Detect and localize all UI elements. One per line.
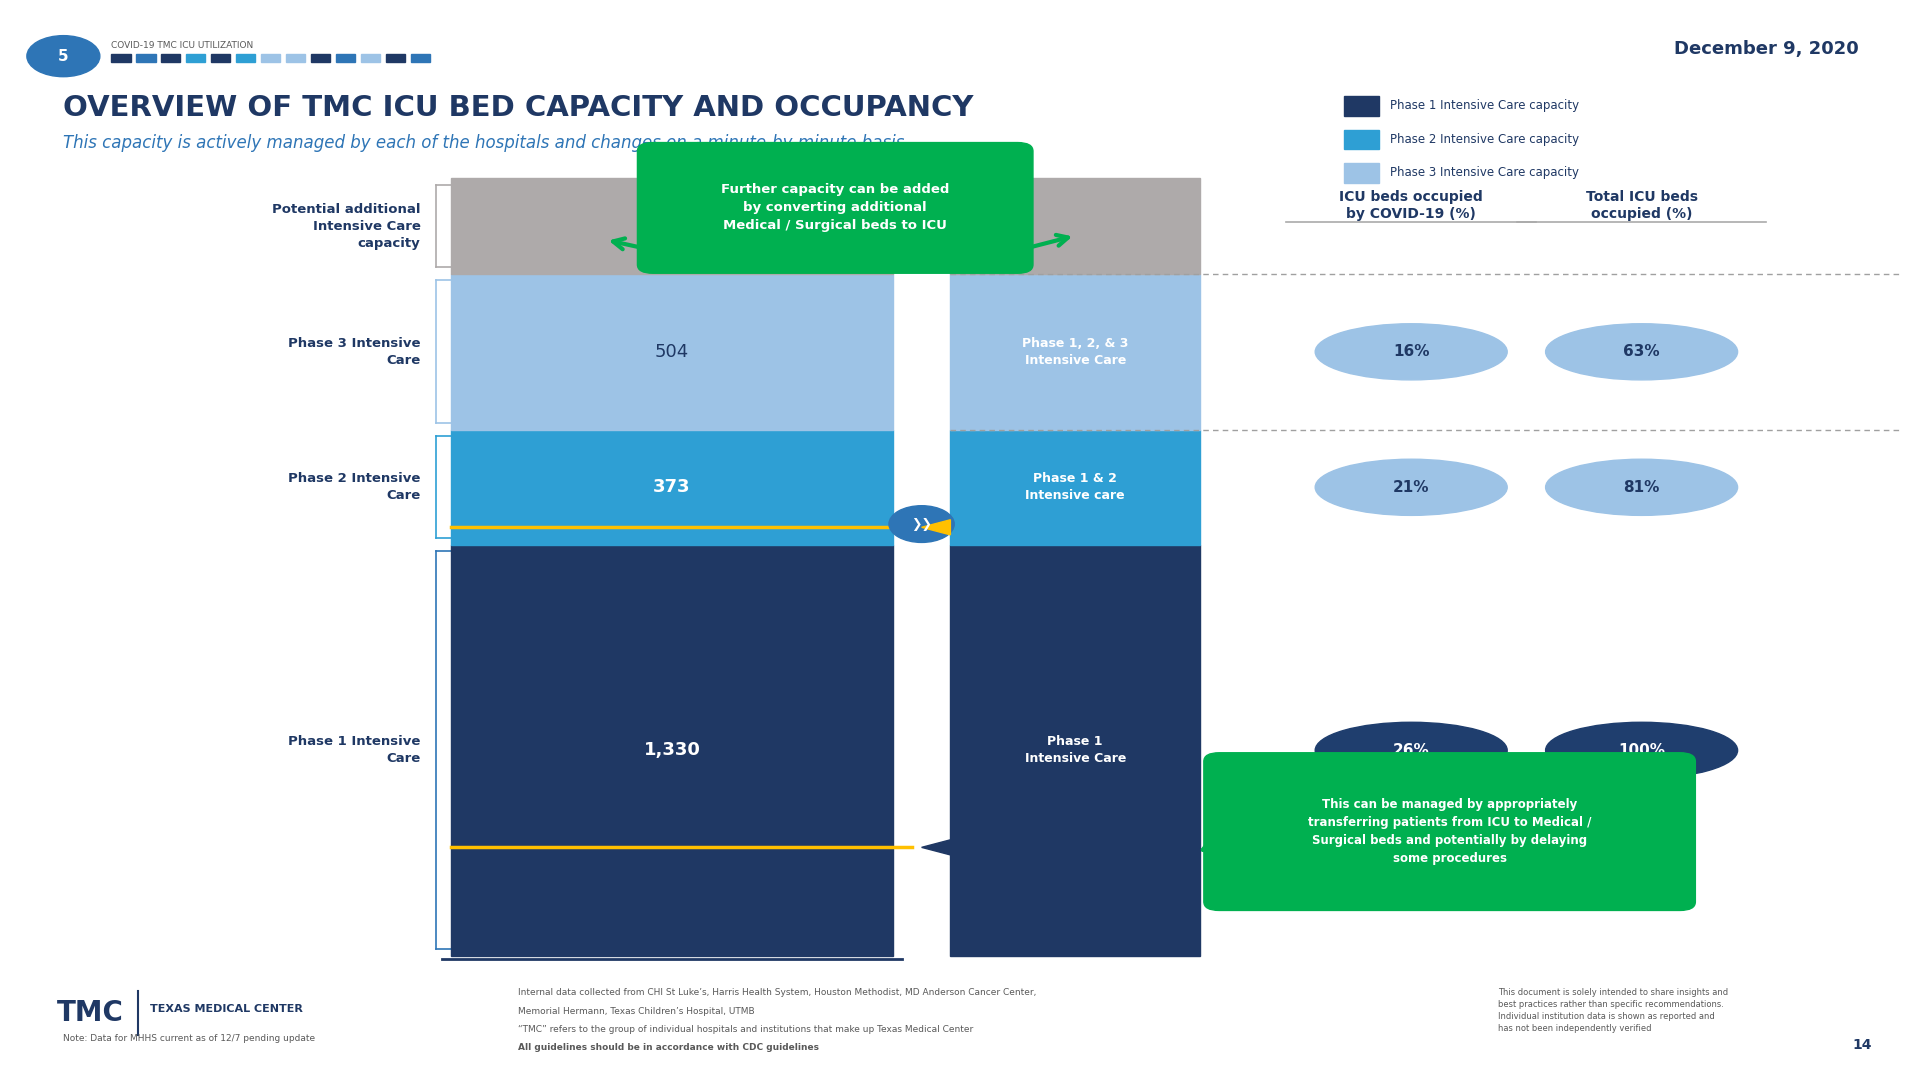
Circle shape [889, 505, 954, 542]
Bar [950, 274, 1200, 430]
Text: Note: Data for MHHS current as of 12/7 pending update: Note: Data for MHHS current as of 12/7 p… [63, 1035, 315, 1043]
Text: 14: 14 [1853, 1039, 1872, 1052]
Text: ❯❯: ❯❯ [912, 517, 931, 530]
Text: Phase 2 Intensive Care capacity: Phase 2 Intensive Care capacity [1390, 133, 1580, 146]
Bar [451, 274, 893, 430]
Text: 63%: 63% [1622, 345, 1661, 360]
Text: “TMC” refers to the group of individual hospitals and institutions that make up : “TMC” refers to the group of individual … [518, 1025, 973, 1034]
Text: 26%: 26% [1392, 743, 1430, 758]
Bar [1344, 163, 1379, 183]
Bar [236, 54, 255, 62]
Text: 351 – Current
COVID-19 ICU patients: 351 – Current COVID-19 ICU patients [966, 859, 1133, 888]
Bar [136, 54, 156, 62]
Bar [161, 54, 180, 62]
FancyBboxPatch shape [1204, 753, 1695, 910]
Text: Phase 2 Intensive
Care: Phase 2 Intensive Care [288, 472, 420, 502]
Text: Phase 3 Intensive
Care: Phase 3 Intensive Care [288, 337, 420, 367]
Text: ICU beds occupied
by COVID-19 (%): ICU beds occupied by COVID-19 (%) [1340, 190, 1482, 221]
Bar [286, 54, 305, 62]
Text: TEXAS MEDICAL CENTER: TEXAS MEDICAL CENTER [150, 1003, 303, 1014]
Text: Phase 3 Intensive Care capacity: Phase 3 Intensive Care capacity [1390, 166, 1578, 179]
Bar [451, 178, 893, 274]
Text: 21%: 21% [1392, 480, 1430, 495]
Text: TMC: TMC [58, 999, 123, 1027]
Bar [361, 54, 380, 62]
Bar [950, 178, 1200, 274]
Bar [1344, 130, 1379, 149]
FancyBboxPatch shape [637, 143, 1033, 273]
Bar [311, 54, 330, 62]
Text: Phase 1 & 2
Intensive care: Phase 1 & 2 Intensive care [1025, 472, 1125, 502]
Text: Internal data collected from CHI St Luke’s, Harris Health System, Houston Method: Internal data collected from CHI St Luke… [518, 988, 1037, 997]
Text: 5: 5 [58, 49, 69, 64]
Text: Phase 1 Intensive Care capacity: Phase 1 Intensive Care capacity [1390, 99, 1580, 112]
Bar [261, 54, 280, 62]
Bar [186, 54, 205, 62]
Ellipse shape [1315, 459, 1507, 515]
Text: OVERVIEW OF TMC ICU BED CAPACITY AND OCCUPANCY: OVERVIEW OF TMC ICU BED CAPACITY AND OCC… [63, 94, 973, 122]
Bar [451, 545, 893, 956]
Text: Potential additional
Intensive Care
capacity: Potential additional Intensive Care capa… [273, 203, 420, 249]
Bar [211, 54, 230, 62]
Text: 81%: 81% [1624, 480, 1659, 495]
Text: December 9, 2020: December 9, 2020 [1674, 40, 1859, 57]
Text: Phase 1 Intensive
Care: Phase 1 Intensive Care [288, 735, 420, 766]
Ellipse shape [1546, 324, 1738, 380]
Text: COVID-19 TMC ICU UTILIZATION: COVID-19 TMC ICU UTILIZATION [111, 41, 253, 50]
Text: This document is solely intended to share insights and
best practices rather tha: This document is solely intended to shar… [1498, 988, 1728, 1032]
Text: 16%: 16% [1392, 345, 1430, 360]
Ellipse shape [1546, 723, 1738, 779]
Text: All guidelines should be in accordance with CDC guidelines: All guidelines should be in accordance w… [518, 1043, 820, 1052]
Polygon shape [922, 840, 950, 855]
Text: 100%: 100% [1619, 743, 1665, 758]
Ellipse shape [1315, 723, 1507, 779]
Text: 504: 504 [655, 342, 689, 361]
Polygon shape [922, 519, 950, 535]
Text: Phase 1
Intensive Care: Phase 1 Intensive Care [1025, 735, 1125, 766]
Text: This can be managed by appropriately
transferring patients from ICU to Medical /: This can be managed by appropriately tra… [1308, 798, 1592, 865]
Text: 1,330: 1,330 [643, 741, 701, 759]
Bar [411, 54, 430, 62]
Text: 1,387 – Total
ICU beds occupied: 1,387 – Total ICU beds occupied [966, 486, 1104, 516]
Text: Further capacity can be added
by converting additional
Medical / Surgical beds t: Further capacity can be added by convert… [722, 184, 948, 232]
Text: Memorial Hermann, Texas Children’s Hospital, UTMB: Memorial Hermann, Texas Children’s Hospi… [518, 1007, 755, 1015]
Bar [336, 54, 355, 62]
Bar [950, 545, 1200, 956]
Bar [111, 54, 131, 62]
Text: This capacity is actively managed by each of the hospitals and changes on a minu: This capacity is actively managed by eac… [63, 134, 904, 151]
Circle shape [27, 36, 100, 77]
Ellipse shape [1546, 459, 1738, 515]
Bar [1344, 96, 1379, 116]
Bar [950, 430, 1200, 545]
Text: Total ICU beds
occupied (%): Total ICU beds occupied (%) [1586, 190, 1697, 221]
Bar [451, 430, 893, 545]
Text: 373: 373 [653, 478, 691, 497]
Text: Phase 1, 2, & 3
Intensive Care: Phase 1, 2, & 3 Intensive Care [1021, 337, 1129, 367]
Ellipse shape [1315, 324, 1507, 380]
Bar [386, 54, 405, 62]
